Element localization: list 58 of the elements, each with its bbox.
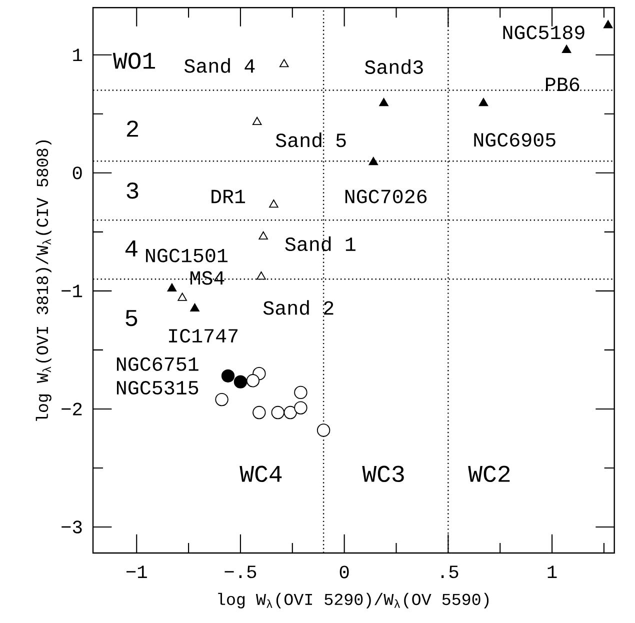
annotation: Sand 5 bbox=[276, 132, 346, 148]
point bbox=[316, 424, 330, 437]
point bbox=[256, 272, 266, 280]
x-axis-title: log W$_{λ}$(OVI 5290)/W$_{λ}$(OV 5590) bbox=[218, 592, 489, 608]
annotation: DR1 bbox=[212, 190, 246, 204]
point bbox=[284, 406, 297, 420]
annotation: Sand 4 bbox=[184, 58, 255, 73]
point bbox=[603, 20, 613, 28]
point bbox=[178, 292, 187, 301]
point bbox=[252, 406, 266, 420]
point bbox=[368, 157, 378, 166]
annotation: PB6 bbox=[546, 78, 580, 92]
annotation: Sand 2 bbox=[263, 300, 334, 315]
x-tick-label: 1 bbox=[548, 566, 557, 578]
annotation: NGC1501 bbox=[146, 248, 228, 262]
point bbox=[215, 392, 228, 406]
annotation: Sand 1 bbox=[285, 236, 356, 252]
y-tick-label: 0 bbox=[72, 166, 82, 180]
y-axis-title: log W$_{λ}$(OVI 3818)/W$_{λ}$(CIV 5808) bbox=[36, 140, 52, 421]
x-tick-label: −.5 bbox=[224, 566, 256, 578]
annotation: NGC5189 bbox=[503, 26, 584, 40]
point bbox=[478, 98, 488, 106]
annotation: 5 bbox=[126, 310, 138, 326]
x-tick-label: −1 bbox=[126, 566, 147, 578]
annotation: WO1 bbox=[112, 52, 155, 69]
y-tick-label: −1 bbox=[62, 284, 82, 298]
point bbox=[294, 386, 308, 400]
point bbox=[190, 303, 200, 312]
point bbox=[221, 369, 235, 383]
annotation: 2 bbox=[126, 120, 138, 137]
annotation: WC2 bbox=[468, 466, 510, 482]
annotation: Sand3 bbox=[364, 59, 423, 74]
point bbox=[167, 283, 177, 292]
annotation: 3 bbox=[126, 182, 138, 199]
point bbox=[562, 44, 572, 54]
y-tick-label: −3 bbox=[62, 520, 82, 534]
annotation: WC4 bbox=[240, 466, 282, 482]
annotation: IC1747 bbox=[169, 329, 238, 343]
x-tick-label: 0 bbox=[340, 566, 349, 578]
point bbox=[234, 375, 248, 388]
point bbox=[269, 200, 278, 208]
y-tick-label: −2 bbox=[62, 402, 82, 416]
annotation: NGC5315 bbox=[116, 380, 198, 395]
point bbox=[252, 116, 262, 126]
annotation: 4 bbox=[125, 240, 138, 256]
annotation: WC3 bbox=[362, 466, 404, 482]
point bbox=[379, 98, 388, 106]
annotation: NGC6905 bbox=[474, 133, 556, 147]
x-tick-label: .5 bbox=[441, 566, 458, 578]
annotation: NGC7026 bbox=[345, 190, 427, 204]
annotation: NGC6751 bbox=[116, 357, 198, 371]
point bbox=[294, 401, 308, 414]
point bbox=[279, 59, 289, 68]
point bbox=[258, 231, 268, 240]
y-tick-label: 1 bbox=[73, 48, 82, 62]
point bbox=[271, 406, 284, 420]
point bbox=[246, 374, 260, 388]
annotation: MS4 bbox=[190, 271, 224, 285]
